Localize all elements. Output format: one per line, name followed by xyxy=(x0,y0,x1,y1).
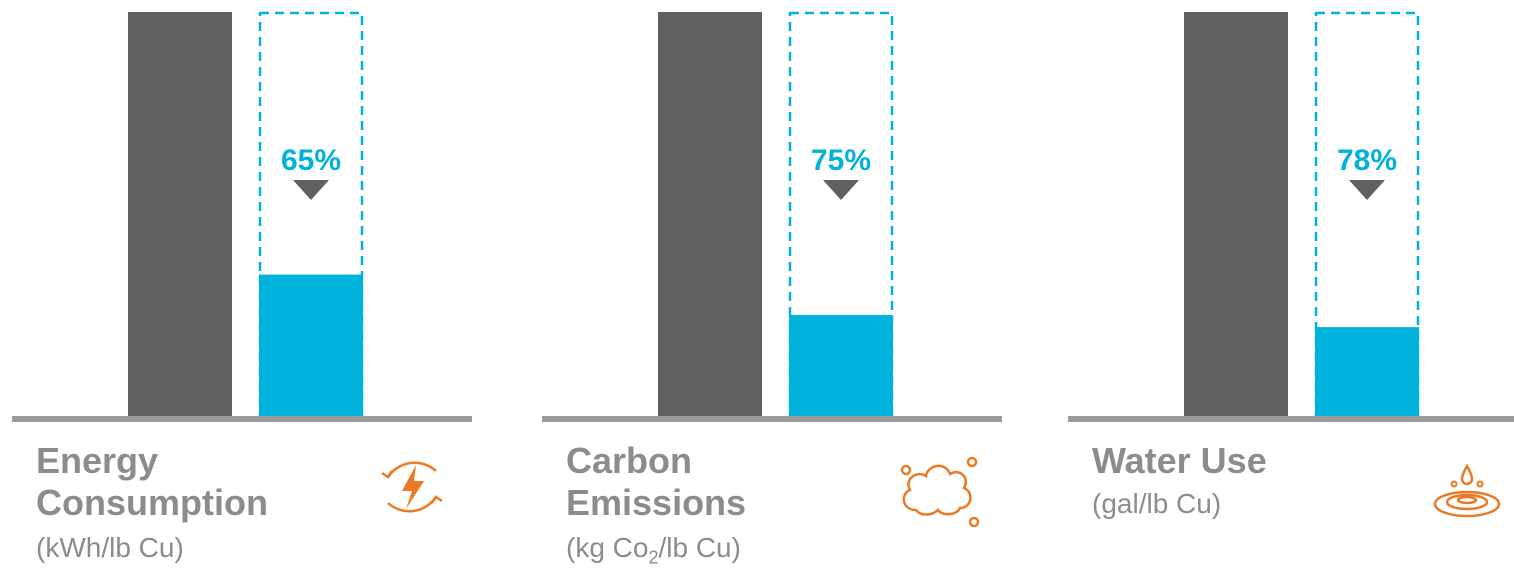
energy-baseline-bar xyxy=(128,12,232,416)
carbon-unit-prefix: (kg Co xyxy=(566,532,649,563)
carbon-down-arrow xyxy=(823,180,859,200)
energy-down-arrow xyxy=(293,180,329,200)
carbon-unit-suffix: /lb Cu) xyxy=(658,532,741,563)
carbon-title: Carbon Emissions xyxy=(566,440,746,524)
water-down-arrow xyxy=(1349,180,1385,200)
carbon-unit: (kg Co2/lb Cu) xyxy=(566,532,741,574)
carbon-title-line-2: Emissions xyxy=(566,482,747,523)
energy-unit: (kWh/lb Cu) xyxy=(36,532,184,563)
water-chart: 78% xyxy=(1068,11,1514,422)
energy-reduced-bar xyxy=(259,274,363,416)
water-panel: 78% Water Use (gal/lb Cu) xyxy=(1068,0,1514,578)
energy-axis-line xyxy=(12,416,472,422)
water-title: Water Use xyxy=(1092,440,1267,482)
carbon-unit-subscript: 2 xyxy=(648,547,659,568)
water-reduced-bar xyxy=(1315,327,1419,416)
water-axis-line xyxy=(1068,416,1514,422)
energy-title-line-1: Energy xyxy=(36,440,159,481)
cloud-icon xyxy=(900,456,980,528)
energy-title: Energy Consumption xyxy=(36,440,268,524)
carbon-chart: 75% xyxy=(542,11,1002,422)
carbon-panel: 75% Carbon Emissions (kg Co2/lb Cu) xyxy=(542,0,1002,578)
water-drop-ripple-icon xyxy=(1433,463,1501,518)
water-baseline-bar xyxy=(1184,12,1288,416)
energy-panel: 65% Energy Consumption (kWh/lb Cu) xyxy=(12,0,472,578)
carbon-title-line-1: Carbon xyxy=(566,440,692,481)
water-unit: (gal/lb Cu) xyxy=(1092,488,1222,519)
water-title-line-1: Water Use xyxy=(1092,440,1267,481)
energy-title-line-2: Consumption xyxy=(36,482,268,523)
carbon-baseline-bar xyxy=(658,12,762,416)
carbon-axis-line xyxy=(542,416,1002,422)
energy-chart: 65% xyxy=(12,11,472,422)
water-reduction-label: 78% xyxy=(1337,144,1397,177)
lightning-cycle-icon xyxy=(381,461,443,513)
carbon-reduced-bar xyxy=(789,315,893,416)
carbon-reduction-label: 75% xyxy=(811,144,871,177)
energy-reduction-label: 65% xyxy=(281,144,341,177)
